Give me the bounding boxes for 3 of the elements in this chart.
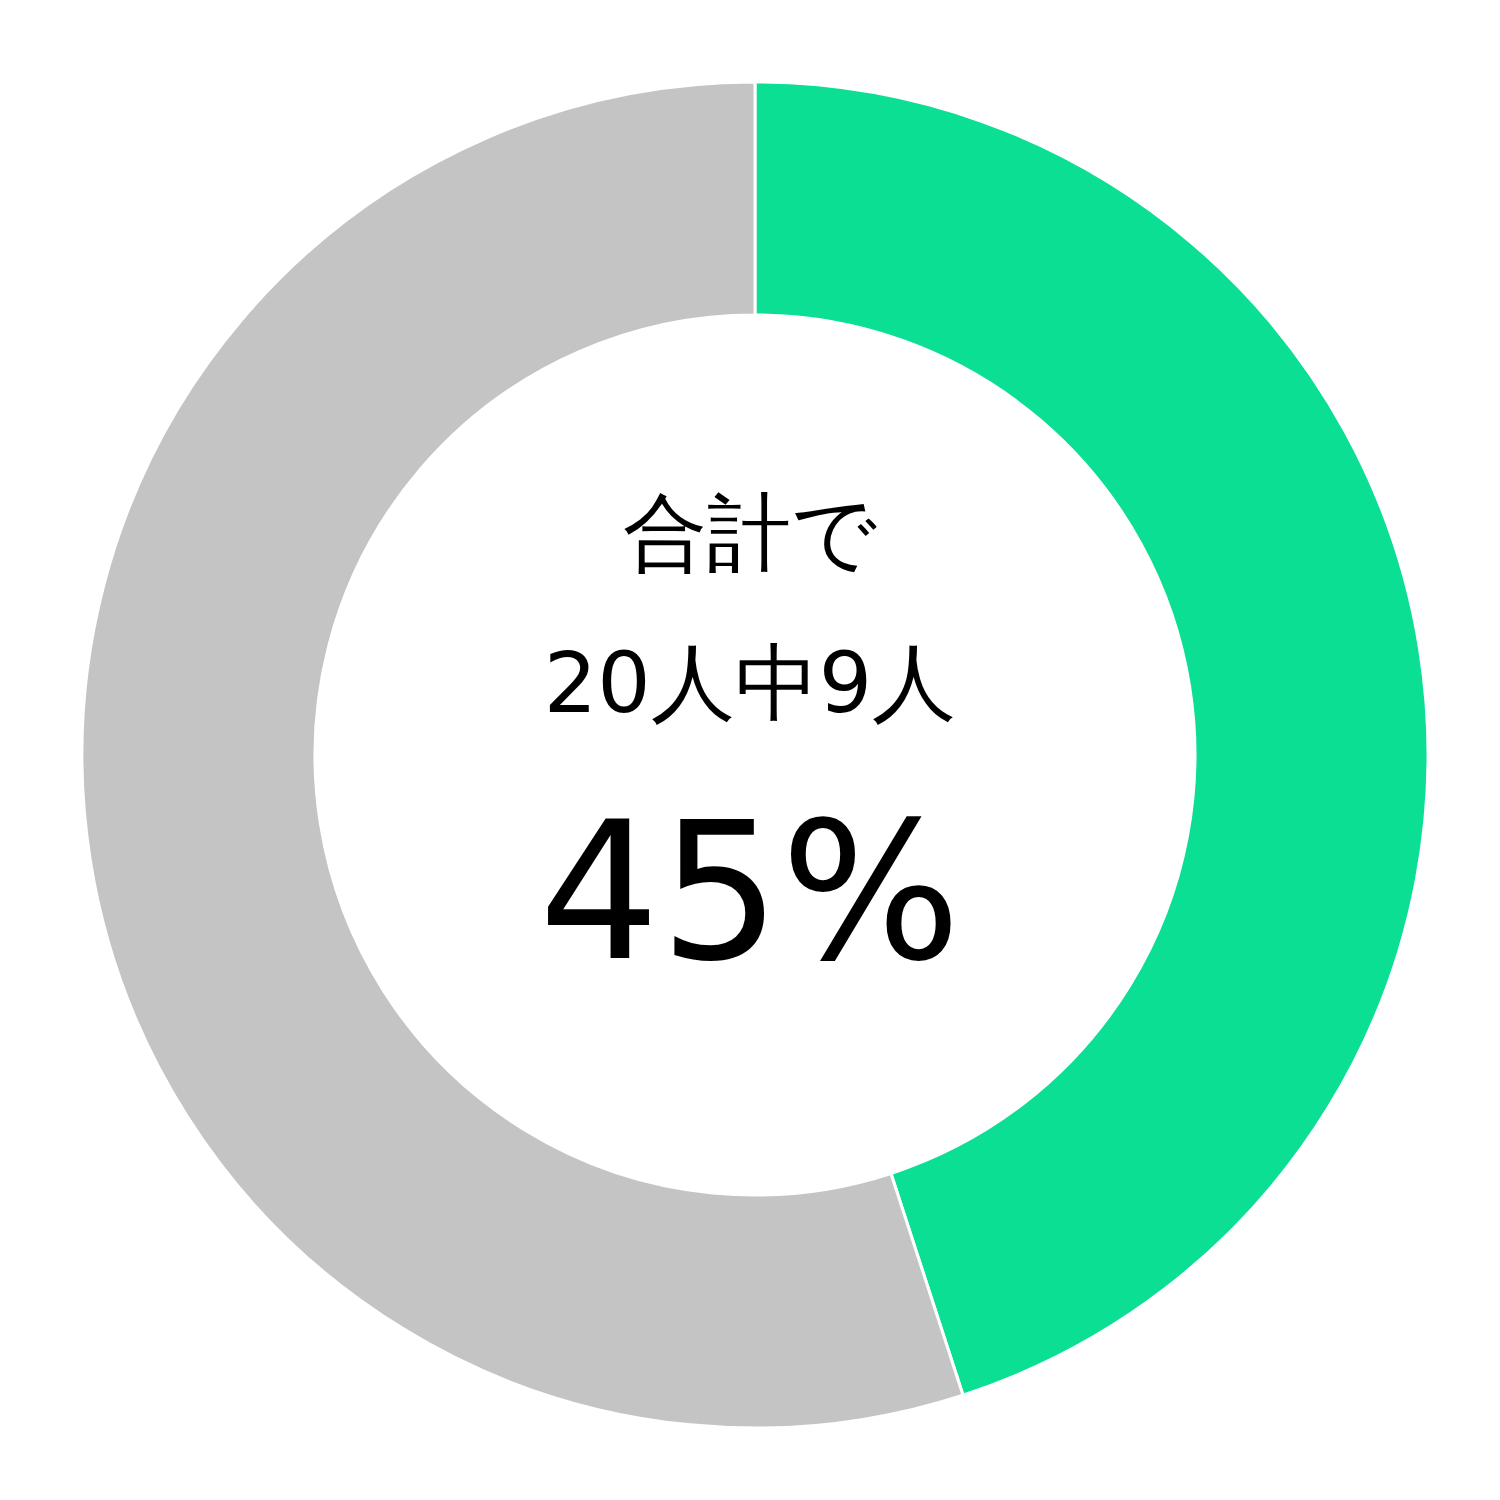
- text: 45%: [537, 781, 963, 1005]
- text: 20人中9人: [542, 633, 958, 734]
- text: 合計で: [622, 483, 878, 584]
